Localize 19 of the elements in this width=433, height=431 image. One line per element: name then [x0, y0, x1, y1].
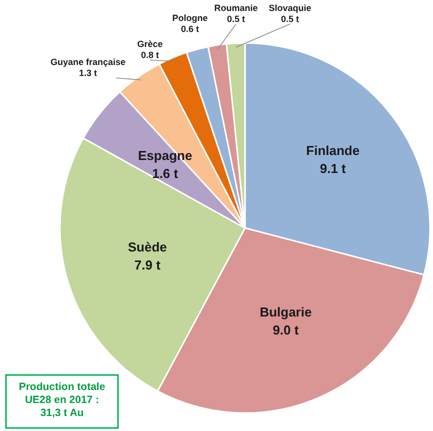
slice-label: Guyane française — [50, 57, 126, 67]
slice-label: Suède — [128, 240, 167, 255]
data-label: 1.6 t — [152, 166, 179, 182]
data-label: 1.3 t — [78, 68, 98, 78]
slice-label: Roumanie — [214, 3, 258, 13]
slice-label: Slovaquie — [268, 3, 312, 13]
data-label: 9.1 t — [320, 161, 347, 176]
slice-label: Bulgarie — [260, 304, 312, 320]
data-label: 0.5 t — [226, 14, 246, 24]
slice-label: Finlande — [306, 143, 360, 158]
text: Production totale UE28 en 2017 : 31,3 t Au — [18, 381, 106, 419]
data-label: 9.0 t — [272, 322, 300, 338]
slice-label: Pologne — [172, 13, 208, 23]
data-label: 0.6 t — [180, 24, 200, 34]
data-label: 7.9 t — [134, 258, 162, 273]
slice-label: Espagne — [138, 148, 192, 164]
slice-label: Grèce — [137, 39, 163, 49]
data-label: 0.5 t — [280, 14, 300, 24]
data-label: 0.8 t — [140, 50, 160, 60]
